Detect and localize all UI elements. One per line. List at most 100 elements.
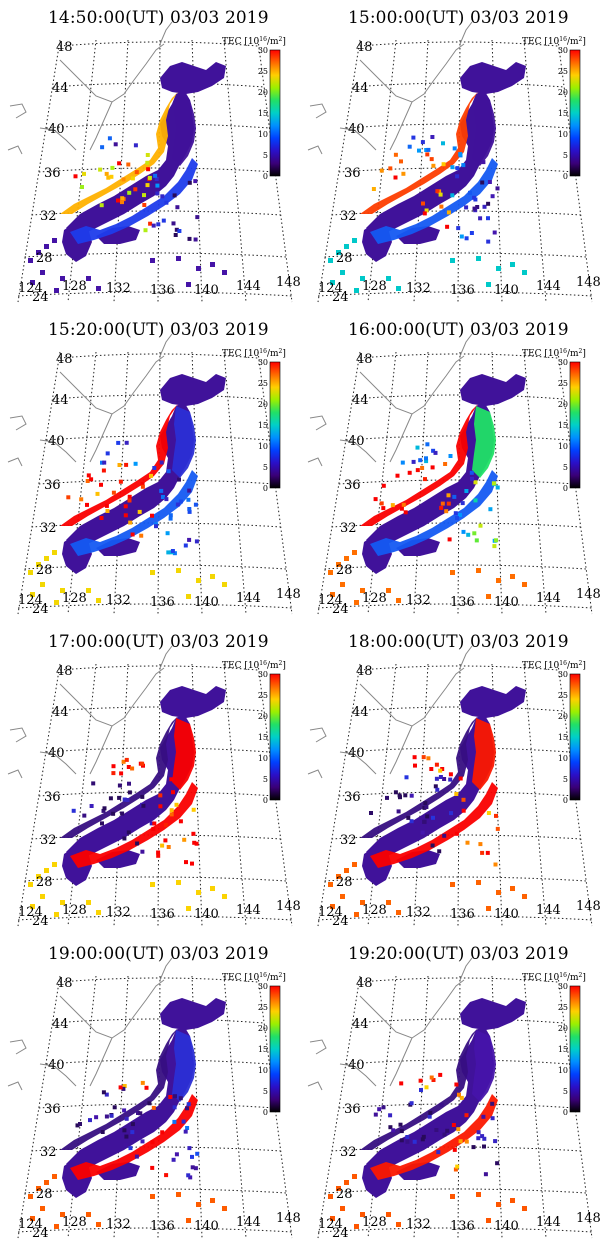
lat-label: 40 <box>48 746 65 761</box>
colorbar-title: TEC [1016/m2] <box>522 348 586 360</box>
colorbar-tick: 0 <box>563 1108 568 1117</box>
tec-panel-5: 48 44 40 36 32 28 24 124 128 132 136 140 144 148 30 25 2… <box>300 624 600 936</box>
lat-label: 44 <box>52 1017 69 1032</box>
lon-label: 136 <box>150 283 175 298</box>
colorbar-tick: 25 <box>558 691 568 700</box>
colorbar-tick: 10 <box>258 130 268 139</box>
lat-label: 28 <box>336 1187 353 1202</box>
panel-title: 19:00:00(UT) 03/03 2019 <box>48 944 269 964</box>
colorbar-tick: 10 <box>258 1066 268 1075</box>
colorbar-tick: 25 <box>258 1003 268 1012</box>
outlying-islands <box>28 1174 227 1229</box>
lon-label: 128 <box>62 591 87 606</box>
lat-label: 24 <box>332 1226 349 1241</box>
lat-lon-grid <box>17 663 293 927</box>
outlying-islands <box>328 550 527 605</box>
lon-label: 140 <box>494 907 519 922</box>
lat-label: 36 <box>44 790 61 805</box>
colorbar-tick: 25 <box>558 379 568 388</box>
tec-speckle <box>373 1072 500 1177</box>
colorbar-title: TEC [1016/m2] <box>222 972 286 984</box>
lon-label: 148 <box>576 1211 600 1226</box>
tec-overlay <box>60 62 226 262</box>
lon-label: 148 <box>276 587 300 602</box>
colorbar-tick: 0 <box>263 1108 268 1117</box>
lon-label: 132 <box>106 905 131 920</box>
lon-label: 144 <box>536 279 561 294</box>
lon-label: 144 <box>236 279 261 294</box>
coastline <box>7 21 173 155</box>
lon-label: 136 <box>150 907 175 922</box>
lon-label: 128 <box>362 903 387 918</box>
lat-label: 32 <box>340 833 357 848</box>
outlying-islands <box>328 862 527 917</box>
tec-speckle <box>66 440 199 556</box>
lat-label: 44 <box>352 81 369 96</box>
lat-label: 40 <box>348 122 365 137</box>
panel-title: 18:00:00(UT) 03/03 2019 <box>348 632 569 652</box>
lon-label: 128 <box>62 903 87 918</box>
colorbar-tick: 15 <box>558 109 568 118</box>
lon-label: 148 <box>276 899 300 914</box>
lat-label: 28 <box>336 875 353 890</box>
coastline <box>307 957 473 1091</box>
lon-label: 132 <box>106 281 131 296</box>
tec-colorbar: 30 25 20 15 10 5 0 TEC [1016/m2] <box>522 660 586 806</box>
colorbar-tick: 0 <box>563 172 568 181</box>
tec-speckle <box>75 1080 200 1180</box>
lat-label: 48 <box>56 664 73 679</box>
lat-label: 48 <box>356 664 373 679</box>
lat-label: 28 <box>336 251 353 266</box>
tec-overlay <box>360 374 526 574</box>
lon-label: 140 <box>194 907 219 922</box>
lat-label: 28 <box>36 875 53 890</box>
lat-label: 36 <box>44 478 61 493</box>
lon-label: 144 <box>236 903 261 918</box>
panel-title: 15:00:00(UT) 03/03 2019 <box>348 8 569 28</box>
colorbar-tick: 10 <box>558 754 568 763</box>
colorbar-tick: 15 <box>558 1045 568 1054</box>
lat-label: 28 <box>36 1187 53 1202</box>
lat-label: 32 <box>340 521 357 536</box>
tec-panel-0: 48 44 40 36 32 28 24 124 128 132 136 140 144 148 30 25 2… <box>0 0 300 312</box>
lat-label: 36 <box>344 478 361 493</box>
lon-label: 140 <box>494 283 519 298</box>
colorbar-tick: 30 <box>558 46 568 55</box>
lon-label: 140 <box>194 595 219 610</box>
colorbar-title: TEC [1016/m2] <box>522 36 586 48</box>
lat-label: 40 <box>348 1058 365 1073</box>
lat-label: 44 <box>52 393 69 408</box>
lon-label: 144 <box>536 591 561 606</box>
colorbar-tick: 10 <box>258 754 268 763</box>
colorbar-tick: 25 <box>558 1003 568 1012</box>
colorbar-tick: 25 <box>258 691 268 700</box>
lon-label: 132 <box>406 593 431 608</box>
coastline <box>7 645 173 779</box>
lat-label: 32 <box>40 209 57 224</box>
lat-label: 48 <box>56 352 73 367</box>
colorbar-tick: 15 <box>258 733 268 742</box>
lon-label: 124 <box>318 281 343 296</box>
lon-label: 144 <box>536 903 561 918</box>
lat-label: 40 <box>48 1058 65 1073</box>
colorbar-tick: 15 <box>258 1045 268 1054</box>
tec-colorbar: 30 25 20 15 10 5 0 TEC [1016/m2] <box>522 348 586 494</box>
lon-label: 136 <box>150 595 175 610</box>
colorbar-tick: 20 <box>558 712 568 721</box>
tec-panel-4: 48 44 40 36 32 28 24 124 128 132 136 140 144 148 30 25 2… <box>0 624 300 936</box>
tec-colorbar: 30 25 20 15 10 5 0 TEC [1016/m2] <box>222 36 286 182</box>
colorbar-title: TEC [1016/m2] <box>222 660 286 672</box>
colorbar-title: TEC [1016/m2] <box>522 972 586 984</box>
colorbar-tick: 20 <box>558 400 568 409</box>
panel-title: 14:50:00(UT) 03/03 2019 <box>48 8 269 28</box>
tec-speckle <box>371 135 500 244</box>
